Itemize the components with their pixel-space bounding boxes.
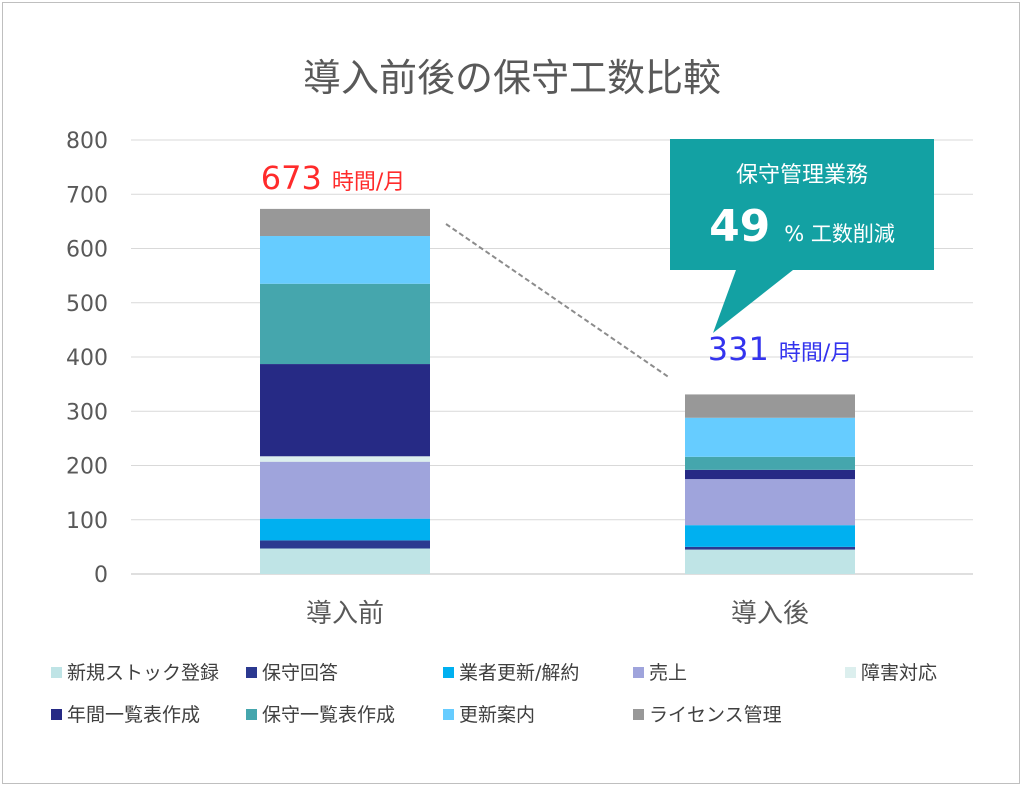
bar-segment [685,469,855,480]
bar-segment [260,283,430,365]
bar-segment [685,456,855,470]
legend-item: 業者更新/解約 [443,662,579,684]
legend-swatch [845,667,856,678]
legend-item: 年間一覧表作成 [51,704,200,726]
legend-swatch [633,709,644,720]
x-category-label: 導入後 [731,599,809,629]
bar-segment [685,479,855,526]
legend-label: 更新案内 [459,704,535,726]
bar-segment [685,525,855,547]
chart-title: 導入前後の保守工数比較 [303,56,721,100]
y-tick-label: 600 [66,238,108,263]
y-tick-label: 200 [66,455,108,480]
legend-swatch [246,667,257,678]
legend-label: 売上 [649,662,687,684]
bar-segment [260,456,430,462]
legend-item: 障害対応 [845,662,937,684]
y-tick-label: 0 [94,563,108,588]
bar-segment [260,540,430,549]
callout-heading: 保守管理業務 [736,163,868,188]
legend-label: 保守一覧表作成 [262,704,395,726]
bar-segment [260,364,430,457]
legend-swatch [51,709,62,720]
legend-item: 新規ストック登録 [51,662,219,684]
callout-box [670,139,934,333]
legend-label: 新規ストック登録 [67,662,219,684]
bar-segment [260,518,430,541]
trend-connector [445,223,671,379]
legend-swatch [51,667,62,678]
bar-segment [685,546,855,550]
y-tick-label: 500 [66,292,108,317]
legend-item: 更新案内 [443,704,535,726]
callout-reduction: 49% 工数削減 [709,201,895,252]
y-tick-label: 800 [66,129,108,154]
bar-segment [685,417,855,457]
bar-segment [685,549,855,574]
bars [260,208,855,574]
y-tick-label: 700 [66,183,108,208]
bar-segment [260,548,430,574]
legend-item: ライセンス管理 [633,704,782,726]
bar-segment [260,236,430,284]
legend-label: 保守回答 [262,662,338,684]
total-label: 673 時間/月 [261,159,406,197]
bar-segment [260,461,430,519]
legend-label: 障害対応 [861,662,937,684]
y-tick-label: 100 [66,509,108,534]
legend-swatch [443,709,454,720]
y-tick-label: 300 [66,400,108,425]
legend-swatch [633,667,644,678]
legend-item: 売上 [633,662,687,684]
legend-label: 業者更新/解約 [459,662,579,684]
bar-segment [685,394,855,418]
legend-label: 年間一覧表作成 [67,704,200,726]
y-axis-ticks: 0 100 200 300 400 500 600 700 800 [66,129,108,588]
y-tick-label: 400 [66,346,108,371]
stacked-bar-chart: 導入前後の保守工数比較 0 100 200 300 400 500 600 700 800 導入… [51,56,973,726]
x-axis-categories: 導入前 導入後 [306,599,809,629]
bar-segment [260,208,430,237]
legend-swatch [246,709,257,720]
annotations: 673 時間/月 331 時間/月 保守管理業務 49% 工数削減 [261,139,934,379]
legend-item: 保守一覧表作成 [246,704,395,726]
legend-item: 保守回答 [246,662,338,684]
total-label: 331 時間/月 [708,330,853,368]
legend-swatch [443,667,454,678]
legend-label: ライセンス管理 [649,704,782,726]
x-category-label: 導入前 [306,599,384,629]
